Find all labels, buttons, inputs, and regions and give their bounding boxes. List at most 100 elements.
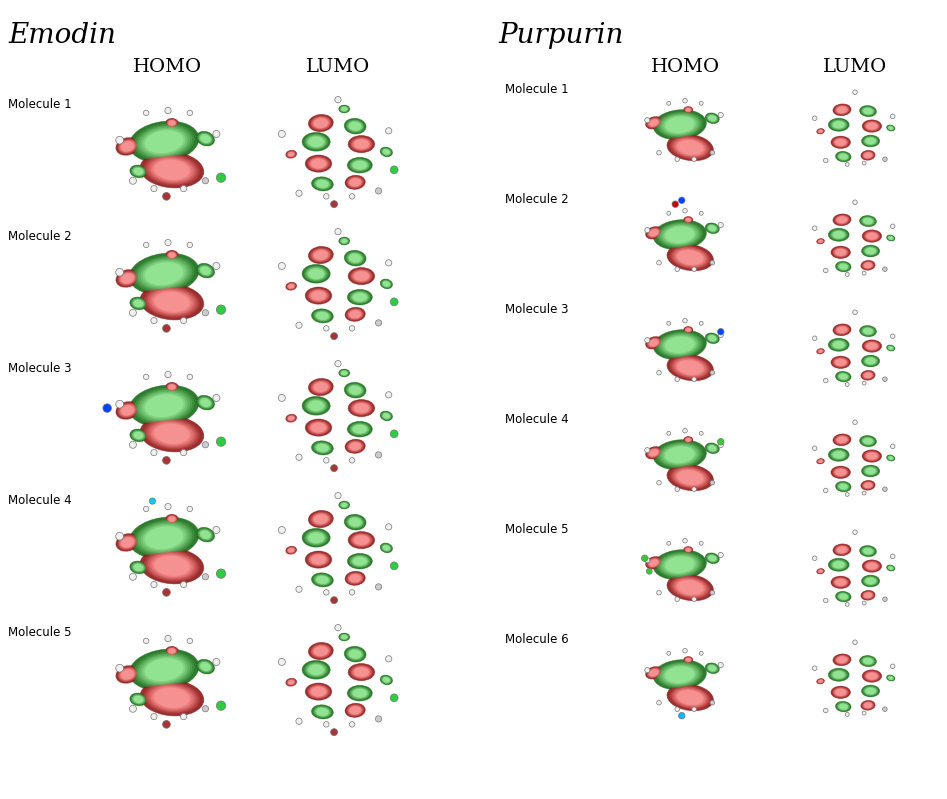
Ellipse shape — [833, 324, 851, 336]
Ellipse shape — [131, 298, 146, 309]
Ellipse shape — [864, 108, 872, 114]
Ellipse shape — [348, 422, 371, 436]
Ellipse shape — [313, 646, 330, 657]
Circle shape — [667, 431, 670, 435]
Circle shape — [203, 442, 208, 448]
Ellipse shape — [311, 116, 331, 130]
Circle shape — [331, 465, 338, 471]
Ellipse shape — [116, 666, 138, 682]
Ellipse shape — [671, 137, 709, 158]
Text: LUMO: LUMO — [306, 58, 370, 76]
Ellipse shape — [669, 685, 712, 710]
Ellipse shape — [116, 269, 139, 288]
Ellipse shape — [708, 665, 717, 671]
Ellipse shape — [831, 560, 847, 570]
Ellipse shape — [308, 685, 330, 698]
Ellipse shape — [302, 396, 331, 415]
Ellipse shape — [287, 151, 295, 157]
Ellipse shape — [347, 252, 364, 264]
Ellipse shape — [818, 459, 823, 463]
Ellipse shape — [662, 114, 698, 135]
Ellipse shape — [649, 339, 659, 347]
Ellipse shape — [311, 423, 327, 433]
Ellipse shape — [831, 670, 847, 680]
Ellipse shape — [829, 669, 849, 681]
Ellipse shape — [166, 383, 178, 392]
Ellipse shape — [312, 309, 333, 323]
Circle shape — [151, 317, 157, 324]
Ellipse shape — [684, 657, 693, 663]
Ellipse shape — [707, 555, 718, 562]
Circle shape — [813, 226, 817, 231]
Ellipse shape — [341, 106, 348, 112]
Ellipse shape — [346, 384, 365, 397]
Ellipse shape — [684, 436, 693, 443]
Ellipse shape — [119, 272, 135, 284]
Ellipse shape — [352, 138, 370, 150]
Ellipse shape — [862, 120, 882, 132]
Ellipse shape — [287, 283, 295, 289]
Ellipse shape — [314, 179, 331, 189]
Ellipse shape — [286, 547, 296, 554]
Ellipse shape — [349, 555, 370, 567]
Ellipse shape — [130, 297, 147, 310]
Ellipse shape — [309, 379, 332, 395]
Ellipse shape — [382, 544, 391, 552]
Ellipse shape — [199, 397, 212, 408]
Ellipse shape — [348, 554, 372, 569]
Ellipse shape — [134, 388, 194, 423]
Ellipse shape — [383, 545, 390, 551]
Circle shape — [203, 706, 208, 712]
Ellipse shape — [199, 398, 211, 407]
Ellipse shape — [676, 469, 705, 486]
Ellipse shape — [121, 141, 134, 151]
Ellipse shape — [144, 154, 200, 185]
Ellipse shape — [863, 670, 881, 682]
Ellipse shape — [863, 438, 873, 444]
Ellipse shape — [864, 231, 880, 241]
Ellipse shape — [887, 455, 894, 460]
Ellipse shape — [131, 430, 147, 441]
Ellipse shape — [864, 483, 872, 488]
Text: Purpurin: Purpurin — [498, 22, 623, 49]
Ellipse shape — [350, 137, 372, 151]
Ellipse shape — [312, 645, 331, 658]
Ellipse shape — [199, 265, 211, 276]
Ellipse shape — [340, 502, 348, 508]
Ellipse shape — [142, 153, 202, 187]
Ellipse shape — [131, 430, 146, 441]
Ellipse shape — [312, 159, 326, 169]
Ellipse shape — [198, 264, 213, 276]
Ellipse shape — [866, 342, 879, 350]
Ellipse shape — [167, 251, 177, 259]
Ellipse shape — [381, 280, 392, 288]
Ellipse shape — [686, 328, 691, 332]
Ellipse shape — [132, 431, 145, 440]
Ellipse shape — [166, 515, 178, 523]
Ellipse shape — [306, 531, 327, 545]
Ellipse shape — [347, 177, 364, 188]
Ellipse shape — [309, 247, 332, 263]
Ellipse shape — [887, 125, 894, 131]
Ellipse shape — [288, 152, 295, 157]
Ellipse shape — [888, 676, 893, 680]
Ellipse shape — [133, 167, 144, 176]
Ellipse shape — [708, 225, 716, 231]
Circle shape — [710, 480, 715, 485]
Ellipse shape — [305, 398, 328, 413]
Ellipse shape — [152, 159, 191, 181]
Ellipse shape — [349, 533, 373, 547]
Ellipse shape — [199, 529, 212, 540]
Circle shape — [675, 377, 680, 381]
Ellipse shape — [134, 432, 143, 439]
Ellipse shape — [144, 286, 200, 317]
Ellipse shape — [118, 272, 136, 285]
Ellipse shape — [816, 459, 825, 464]
Ellipse shape — [865, 451, 879, 461]
Ellipse shape — [339, 237, 349, 244]
Ellipse shape — [307, 288, 331, 303]
Ellipse shape — [835, 325, 849, 334]
Ellipse shape — [685, 658, 691, 662]
Circle shape — [718, 552, 724, 558]
Ellipse shape — [653, 439, 706, 470]
